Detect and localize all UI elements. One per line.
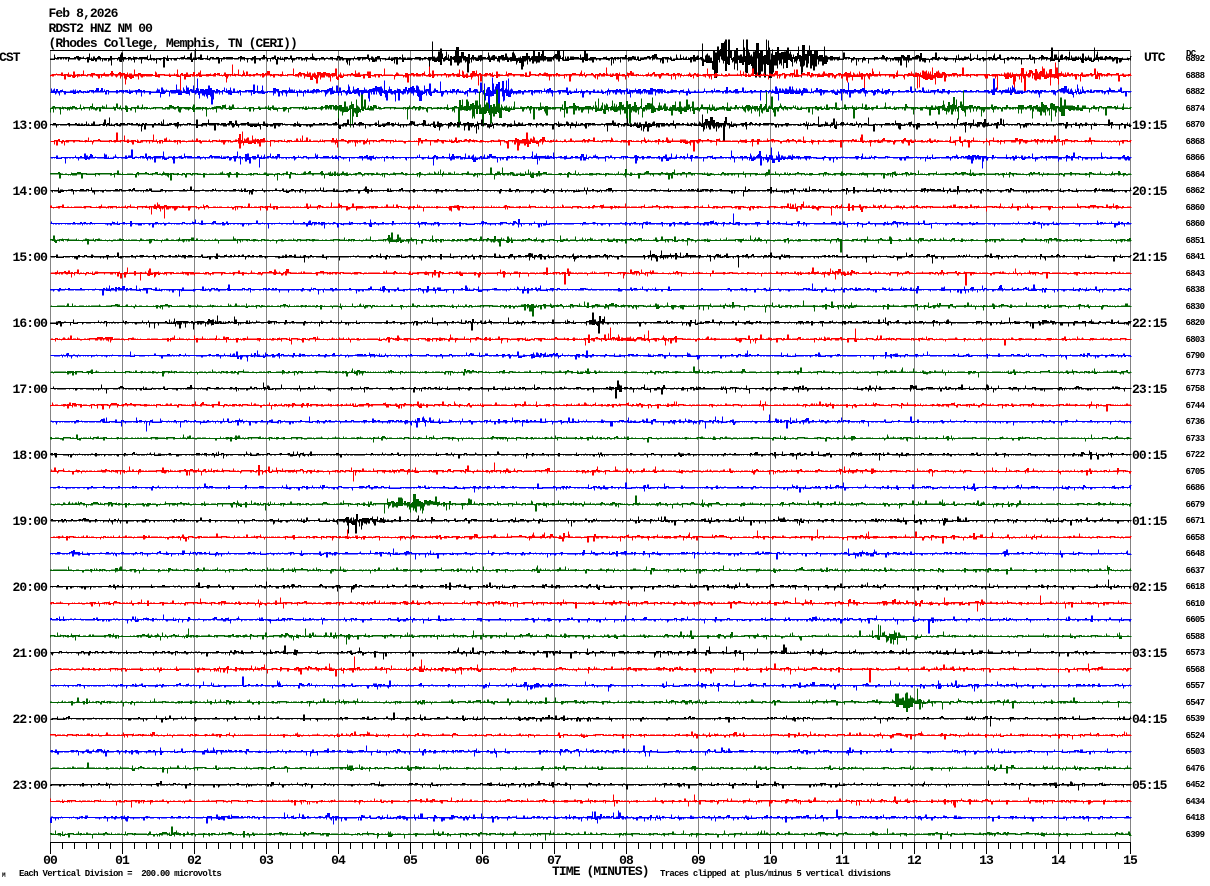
svg-text:6888: 6888 (1186, 71, 1205, 81)
svg-text:Each Vertical Division = 200.: Each Vertical Division = 200.00 microvol… (19, 869, 221, 879)
svg-text:17:00: 17:00 (12, 382, 48, 397)
svg-text:6679: 6679 (1186, 500, 1205, 510)
svg-text:00:15: 00:15 (1132, 448, 1168, 463)
svg-text:14: 14 (1051, 853, 1066, 868)
svg-text:6744: 6744 (1186, 401, 1206, 411)
svg-text:6870: 6870 (1186, 120, 1205, 130)
svg-text:05:15: 05:15 (1132, 778, 1168, 793)
svg-text:6874: 6874 (1186, 104, 1206, 114)
svg-text:UTC: UTC (1144, 50, 1166, 65)
svg-text:04: 04 (331, 853, 346, 868)
svg-text:13:00: 13:00 (12, 118, 48, 133)
svg-text:M: M (2, 872, 6, 879)
svg-text:TIME (MINUTES): TIME (MINUTES) (552, 864, 649, 879)
svg-text:6573: 6573 (1186, 648, 1205, 658)
svg-text:6618: 6618 (1186, 582, 1205, 592)
svg-text:6610: 6610 (1186, 599, 1205, 609)
svg-text:09: 09 (691, 853, 706, 868)
svg-text:18:00: 18:00 (12, 448, 48, 463)
svg-text:6790: 6790 (1186, 351, 1205, 361)
svg-text:19:00: 19:00 (12, 514, 48, 529)
svg-text:6733: 6733 (1186, 434, 1205, 444)
svg-text:6866: 6866 (1186, 153, 1205, 163)
svg-text:03:15: 03:15 (1132, 646, 1168, 661)
svg-text:6588: 6588 (1186, 632, 1205, 642)
svg-text:23:00: 23:00 (12, 778, 48, 793)
svg-text:6736: 6736 (1186, 417, 1205, 427)
svg-text:07: 07 (547, 853, 561, 868)
svg-text:14:00: 14:00 (12, 184, 48, 199)
svg-text:6476: 6476 (1186, 764, 1205, 774)
svg-text:6637: 6637 (1186, 566, 1205, 576)
svg-text:6547: 6547 (1186, 698, 1205, 708)
svg-text:19:15: 19:15 (1132, 118, 1168, 133)
svg-text:00: 00 (43, 853, 58, 868)
svg-text:13: 13 (979, 853, 994, 868)
svg-text:6882: 6882 (1186, 87, 1205, 97)
svg-text:6838: 6838 (1186, 285, 1205, 295)
svg-text:6868: 6868 (1186, 137, 1205, 147)
svg-text:22:00: 22:00 (12, 712, 48, 727)
svg-text:21:00: 21:00 (12, 646, 48, 661)
svg-text:05: 05 (403, 853, 418, 868)
svg-text:6686: 6686 (1186, 483, 1205, 493)
svg-text:02: 02 (187, 853, 202, 868)
svg-text:6705: 6705 (1186, 467, 1205, 477)
svg-text:6758: 6758 (1186, 384, 1205, 394)
svg-text:Feb 8,2026: Feb 8,2026 (49, 6, 119, 21)
svg-text:RDST2 HNZ NM 00: RDST2 HNZ NM 00 (49, 21, 154, 36)
svg-text:06: 06 (475, 853, 490, 868)
svg-text:20:00: 20:00 (12, 580, 48, 595)
svg-text:6803: 6803 (1186, 335, 1205, 345)
svg-text:11: 11 (835, 853, 850, 868)
svg-text:08: 08 (619, 853, 634, 868)
svg-text:6830: 6830 (1186, 302, 1205, 312)
svg-text:6568: 6568 (1186, 665, 1205, 675)
svg-text:16:00: 16:00 (12, 316, 48, 331)
svg-text:04:15: 04:15 (1132, 712, 1168, 727)
svg-text:6418: 6418 (1186, 813, 1205, 823)
svg-text:6820: 6820 (1186, 318, 1205, 328)
svg-text:6605: 6605 (1186, 615, 1205, 625)
svg-text:12: 12 (907, 853, 922, 868)
svg-text:6860: 6860 (1186, 219, 1205, 229)
svg-text:6892: 6892 (1186, 54, 1205, 64)
svg-text:02:15: 02:15 (1132, 580, 1168, 595)
svg-text:6722: 6722 (1186, 450, 1205, 460)
svg-text:DC: DC (1186, 49, 1197, 59)
svg-text:6773: 6773 (1186, 368, 1205, 378)
svg-text:01:15: 01:15 (1132, 514, 1168, 529)
svg-text:6841: 6841 (1186, 252, 1206, 262)
svg-text:22:15: 22:15 (1132, 316, 1168, 331)
svg-text:10: 10 (763, 853, 778, 868)
svg-text:6843: 6843 (1186, 269, 1205, 279)
svg-text:6658: 6658 (1186, 533, 1205, 543)
svg-text:21:15: 21:15 (1132, 250, 1168, 265)
svg-text:6452: 6452 (1186, 780, 1205, 790)
svg-text:6671: 6671 (1186, 516, 1206, 526)
svg-text:6851: 6851 (1186, 236, 1206, 246)
svg-text:Traces clipped at plus/minus 5: Traces clipped at plus/minus 5 vertical … (660, 869, 891, 879)
svg-text:15: 15 (1123, 853, 1138, 868)
svg-text:6860: 6860 (1186, 203, 1205, 213)
svg-text:6399: 6399 (1186, 830, 1205, 840)
svg-text:6648: 6648 (1186, 549, 1205, 559)
svg-text:(Rhodes College, Memphis, TN (: (Rhodes College, Memphis, TN (CERI)) (49, 36, 297, 51)
svg-text:6539: 6539 (1186, 714, 1205, 724)
svg-text:15:00: 15:00 (12, 250, 48, 265)
svg-text:20:15: 20:15 (1132, 184, 1168, 199)
svg-text:6557: 6557 (1186, 681, 1205, 691)
svg-text:03: 03 (259, 853, 274, 868)
svg-text:6864: 6864 (1186, 170, 1206, 180)
svg-text:6524: 6524 (1186, 731, 1206, 741)
svg-text:6434: 6434 (1186, 797, 1206, 807)
svg-text:CST: CST (0, 50, 21, 65)
svg-text:6862: 6862 (1186, 186, 1205, 196)
svg-text:6503: 6503 (1186, 747, 1205, 757)
svg-text:01: 01 (115, 853, 130, 868)
svg-text:23:15: 23:15 (1132, 382, 1168, 397)
